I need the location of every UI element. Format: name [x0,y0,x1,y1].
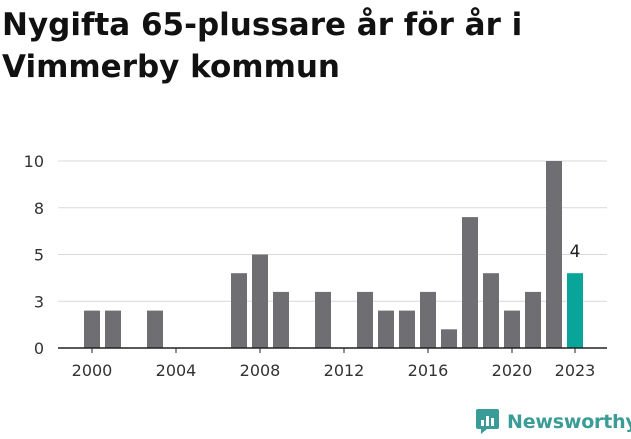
data-labels: 4 [570,242,581,262]
bar [546,161,562,348]
bar [357,291,373,348]
x-axis-ticks: 2000 2004 2008 2012 2016 2020 2023 [72,348,596,380]
x-tick-label: 2012 [324,361,365,380]
x-tick-label: 2020 [492,361,533,380]
bar [105,310,121,348]
bar [315,291,331,348]
x-tick-label: 2008 [240,361,281,380]
highlight-value-label: 4 [570,242,581,262]
x-tick-label: 2016 [408,361,449,380]
y-tick-label: 5 [34,246,44,265]
bar [462,217,478,348]
y-tick-label: 10 [24,152,44,171]
bar [147,310,163,348]
bar [483,273,499,348]
newsworthy-logo[interactable]: Newsworthy [475,408,631,435]
y-tick-label: 0 [34,339,44,358]
newsworthy-logo-text: Newsworthy [507,410,631,433]
bar [252,254,268,348]
x-tick-label: 2023 [555,361,596,380]
bars [84,161,583,348]
y-tick-label: 8 [34,199,44,218]
highlight-bar [567,273,583,348]
bar [84,310,100,348]
chart-title: Nygifta 65-plussare år för år i Vimmerby… [2,7,523,85]
bar [525,291,541,348]
bar [399,310,415,348]
grid-lines [58,160,607,302]
bar [378,310,394,348]
newsworthy-logo-icon [476,409,499,434]
x-tick-label: 2000 [72,361,113,380]
x-tick-label: 2004 [156,361,197,380]
bar [441,329,457,348]
bar [231,273,247,348]
bar [273,291,289,348]
y-axis-ticks: 0 3 5 8 10 [24,152,44,358]
bar [420,291,436,348]
y-tick-label: 3 [34,292,44,311]
bar [504,310,520,348]
